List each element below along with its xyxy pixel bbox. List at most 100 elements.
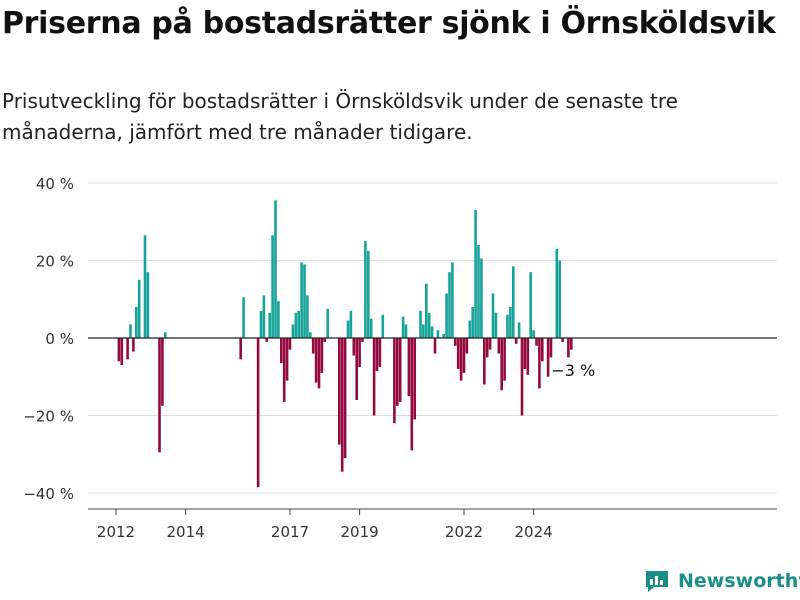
bar: [422, 324, 425, 338]
bar: [381, 314, 385, 338]
bar: [291, 324, 295, 338]
bar: [494, 312, 498, 338]
bar: [404, 324, 408, 338]
bar: [349, 310, 353, 338]
bar: [367, 250, 370, 338]
bar: [126, 338, 129, 360]
bar: [506, 314, 509, 338]
bar: [517, 322, 521, 338]
bar: [346, 320, 350, 338]
bar: [259, 310, 263, 338]
bar: [436, 330, 440, 338]
bar: [462, 338, 466, 373]
bar: [288, 338, 292, 350]
bar: [378, 338, 382, 368]
bar: [294, 312, 298, 338]
last-value-label: −3 %: [551, 361, 595, 380]
bar: [425, 283, 428, 338]
bar: [297, 310, 300, 338]
bar: [474, 210, 477, 338]
bar: [352, 338, 356, 356]
y-tick-label: −40 %: [23, 485, 74, 503]
bar: [364, 241, 367, 338]
brand-name: Newsworthy: [678, 570, 800, 592]
x-tick-label: 2017: [271, 523, 309, 541]
bar: [396, 338, 399, 406]
bar: [372, 338, 376, 416]
bar: [448, 272, 451, 338]
bar: [306, 295, 309, 338]
bar: [532, 330, 535, 338]
bar: [314, 338, 318, 383]
bar: [164, 332, 167, 338]
bar: [285, 338, 289, 381]
bar: [326, 308, 329, 338]
bar: [280, 338, 283, 364]
bar: [143, 235, 147, 338]
x-tick-label: 2014: [167, 523, 205, 541]
bar: [529, 272, 532, 338]
bar: [146, 272, 150, 338]
newsworthy-logo-icon: [646, 571, 668, 592]
bar: [480, 258, 483, 338]
bar: [555, 248, 559, 338]
chart-subtitle: Prisutveckling för bostadsrätter i Örnsk…: [2, 89, 678, 144]
bar: [512, 266, 515, 338]
bar: [451, 262, 454, 338]
bar: [491, 293, 495, 338]
bar: [300, 262, 303, 338]
bar: [358, 338, 361, 368]
bar: [413, 338, 416, 420]
bar: [535, 338, 538, 346]
bar: [410, 338, 414, 451]
y-tick-label: 40 %: [36, 175, 74, 193]
bar: [407, 338, 411, 397]
bar: [137, 279, 141, 338]
x-tick-label: 2019: [341, 523, 379, 541]
bar: [271, 235, 274, 338]
bar: [520, 338, 524, 416]
bar: [538, 338, 541, 389]
bar: [323, 338, 327, 342]
y-tick-label: 20 %: [36, 253, 74, 271]
y-tick-label: 0 %: [45, 330, 74, 348]
bar: [132, 338, 135, 352]
bar: [483, 338, 486, 385]
bar: [369, 318, 373, 338]
bar: [468, 320, 472, 338]
bar: [398, 338, 402, 402]
y-tick-label: −20 %: [23, 408, 74, 426]
bar: [135, 307, 138, 338]
bar: [477, 245, 480, 338]
bar: [465, 338, 469, 354]
bar: [433, 338, 437, 354]
bar: [355, 338, 358, 400]
bar: [311, 338, 315, 354]
bar: [361, 338, 364, 342]
bar: [393, 338, 396, 424]
bar: [262, 295, 266, 338]
bar: [338, 338, 341, 445]
bar: [485, 338, 489, 358]
bar: [256, 338, 260, 488]
bar: [523, 338, 527, 369]
bar: [497, 338, 501, 354]
bar: [401, 316, 405, 338]
bar: [268, 312, 271, 338]
bar: [303, 264, 306, 338]
bar: [549, 338, 553, 358]
bar: [471, 307, 474, 338]
bar: [129, 324, 132, 338]
bar: [459, 338, 463, 381]
bar: [546, 338, 550, 377]
bar: [274, 200, 277, 338]
bar: [427, 312, 431, 338]
bar: [526, 338, 530, 375]
bar: [239, 338, 242, 360]
chart-title: Priserna på bostadsrätter sjönk i Örnskö…: [2, 6, 776, 41]
bar: [340, 338, 344, 472]
bar: [320, 338, 324, 373]
bar: [282, 338, 286, 402]
bar: [541, 338, 544, 362]
bar: [567, 338, 570, 358]
